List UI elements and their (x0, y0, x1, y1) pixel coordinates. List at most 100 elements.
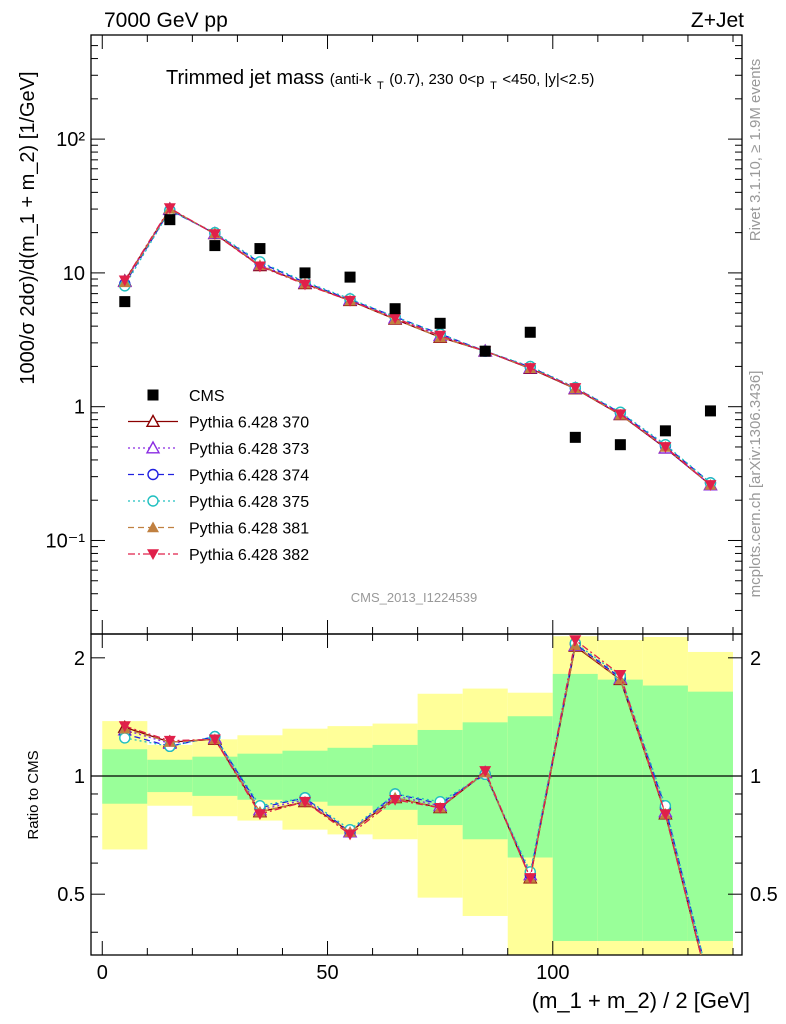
legend-item: Pythia 6.428 374 (128, 468, 309, 485)
data-point-cms (434, 317, 446, 329)
legend: CMS Pythia 6.428 370 Pythia 6.428 373 Pythi… (128, 388, 309, 564)
data-point-cms (389, 303, 401, 315)
ratio-frame (90, 633, 743, 956)
data-point-cms (164, 214, 176, 226)
analysis-id: CMS_2013_I1224539 (351, 590, 478, 605)
legend-label: CMS (189, 388, 225, 405)
data-point-mc (614, 409, 627, 421)
data-point-cms (254, 243, 266, 255)
top-y-tick-label: 10² (56, 129, 85, 151)
ratio-y-tick-label: 2 (74, 648, 85, 670)
data-point-mc (389, 313, 402, 325)
uncertainty-band-green (237, 753, 283, 800)
ratio-bands (102, 636, 733, 955)
series-line (124, 209, 711, 484)
ratio-point (479, 766, 492, 777)
plot-title-sub-post: <450, |y|<2.5) (502, 71, 594, 88)
plot-title-sub-sub1: T (377, 80, 384, 92)
ratio-point (208, 734, 221, 746)
header-left: 7000 GeV pp (104, 9, 228, 32)
data-point-cms (479, 345, 491, 357)
legend-marker (147, 521, 159, 533)
data-point-mc (704, 480, 717, 491)
ratio-point (118, 721, 131, 733)
ratio-y-tick-label-right: 1 (750, 766, 761, 788)
ratio-point (524, 873, 537, 884)
top-y-axis-label: 1000/σ 2dσ)/d(m_1 + m_2) [1/GeV] (17, 71, 39, 384)
ratio-point (614, 670, 627, 681)
x-tick-label: 50 (316, 962, 338, 984)
legend-label: Pythia 6.428 375 (189, 494, 309, 511)
legend-label: Pythia 6.428 381 (189, 521, 309, 538)
legend-item: Pythia 6.428 373 (128, 440, 309, 458)
ratio-series-line (124, 638, 702, 955)
legend-item: Pythia 6.428 382 (128, 547, 309, 564)
legend-label: Pythia 6.428 373 (189, 441, 309, 458)
ratio-point (659, 809, 672, 821)
data-point-mc (208, 229, 221, 241)
uncertainty-band-green (597, 679, 643, 941)
ratio-point (434, 802, 447, 814)
header-right: Z+Jet (691, 9, 744, 32)
ratio-point (163, 735, 176, 747)
plot-title-sub-mid2: 0<p (459, 71, 484, 88)
ratio-y-axis-label: Ratio to CMS (25, 750, 42, 839)
ratio-panel: 0 50 100 0.5 0.5 1 1 2 2 (57, 633, 778, 984)
legend-item: Pythia 6.428 381 (128, 521, 309, 538)
ratio-y-tick-label-right: 0.5 (750, 884, 778, 906)
ratio-y-tick-label: 0.5 (57, 884, 85, 906)
data-point-cms (704, 405, 716, 417)
data-point-mc (659, 442, 672, 453)
data-point-mc (163, 203, 176, 215)
mcplots-label: mcplots.cern.ch [arXiv:1306.3436] (747, 371, 764, 598)
ratio-point (119, 732, 131, 744)
legend-item: CMS (147, 388, 225, 405)
plot-title-sub-pre: (anti-k (330, 71, 372, 88)
uncertainty-band-green (327, 747, 373, 806)
data-point-cms (524, 326, 536, 338)
x-axis-label: (m_1 + m_2) / 2 [GeV] (532, 988, 750, 1013)
top-y-tick-label: 10⁻¹ (46, 530, 86, 552)
ratio-point (298, 796, 311, 808)
rivet-label: Rivet 3.1.10, ≥ 1.9M events (747, 59, 764, 242)
top-frame (90, 34, 743, 635)
ratio-series-line (124, 642, 704, 955)
legend-marker (147, 389, 159, 401)
ratio-y-tick-label-right: 2 (750, 648, 761, 670)
x-tick-label: 0 (97, 962, 108, 984)
plot-title-sub-mid: (0.7), 230 (389, 71, 453, 88)
top-y-tick-label: 1 (74, 397, 85, 419)
top-panel: 10⁻¹ 1 10 10² (46, 34, 743, 635)
series-line (124, 207, 711, 486)
ratio-point (344, 829, 357, 841)
data-point-cms (119, 296, 131, 308)
legend-marker (147, 495, 159, 507)
ratio-point (389, 794, 402, 806)
uncertainty-band-green (687, 691, 733, 941)
data-point-cms (659, 425, 671, 437)
uncertainty-band-green (462, 722, 508, 840)
plot-title: Trimmed jet mass (anti-k T (0.7), 230 0<… (166, 67, 594, 94)
data-point-mc (434, 330, 447, 342)
uncertainty-band-green (552, 673, 598, 941)
ratio-point (253, 809, 266, 821)
data-point-mc (524, 363, 537, 374)
legend-label: Pythia 6.428 382 (189, 547, 309, 564)
uncertainty-band-green (507, 716, 553, 858)
legend-item: Pythia 6.428 370 (128, 414, 309, 432)
ratio-point (569, 635, 582, 647)
data-point-mc (253, 261, 266, 273)
top-plot-area (117, 201, 718, 491)
data-point-cms (209, 240, 221, 252)
data-point-cms (344, 271, 356, 283)
legend-marker (145, 440, 161, 454)
data-point-cms (614, 439, 626, 451)
data-point-cms (569, 431, 581, 443)
legend-marker (147, 468, 159, 481)
data-point-mc (344, 295, 357, 307)
data-point-cms (299, 267, 311, 279)
plot-title-main: Trimmed jet mass (166, 67, 324, 89)
data-point-mc (298, 279, 311, 291)
ratio-plot-area (117, 635, 704, 955)
